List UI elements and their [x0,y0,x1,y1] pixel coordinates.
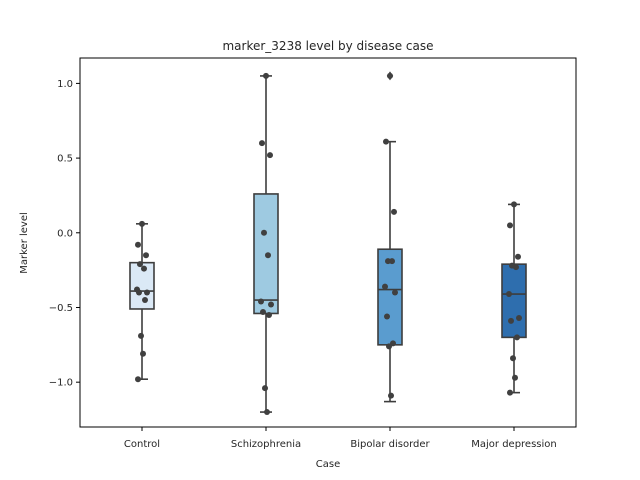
data-point [515,253,521,260]
data-point [137,261,143,268]
data-point [511,201,517,208]
y-tick-label: 1.0 [57,79,73,90]
y-axis-label: Marker level [19,212,30,274]
data-point [141,265,147,272]
data-point [267,152,273,159]
data-point [266,311,272,318]
box-group [253,75,279,413]
x-tick-label: Major depression [471,439,557,450]
y-tick-label: −1.0 [49,378,73,389]
data-point [386,343,392,350]
data-point [142,297,148,304]
data-point [262,385,268,392]
data-point [389,258,395,265]
data-point [387,72,393,79]
axis-ticks: −1.0 −0.5 0.0 0.5 1.0 Control Schizophrenia Bip… [49,79,557,450]
data-point [514,334,520,341]
data-point [261,229,267,236]
plot-area-frame [79,57,577,428]
data-point [382,283,388,290]
data-point [260,308,266,315]
y-tick-label: −0.5 [49,303,73,314]
x-tick-label: Schizophrenia [231,439,301,450]
data-point [384,313,390,320]
data-point [259,140,265,147]
data-point [506,291,512,298]
x-axis-label: Case [316,459,340,470]
data-point [507,389,513,396]
box-body [377,248,403,346]
data-point [140,350,146,357]
data-point [516,314,522,321]
data-point [135,241,141,248]
chart-marks [129,71,527,416]
data-point [144,289,150,296]
data-point [138,332,144,339]
box-group [377,71,403,403]
data-point [268,301,274,308]
data-point [391,208,397,215]
x-tick-label: Bipolar disorder [350,439,430,450]
data-point [135,376,141,383]
data-point [263,72,269,79]
data-point [143,252,149,259]
data-point [258,298,264,305]
data-point [265,252,271,259]
y-tick-label: 0.0 [57,228,73,239]
box-body [501,263,527,339]
data-point [507,222,513,229]
x-tick-label: Control [124,439,160,450]
data-point [388,392,394,399]
data-point [513,264,519,271]
box-group [501,203,527,394]
data-point [136,289,142,296]
y-tick-label: 0.5 [57,154,73,165]
data-point [139,220,145,227]
data-point [512,374,518,381]
data-point [508,317,514,324]
data-point [510,355,516,362]
data-point [264,409,270,416]
chart-title: marker_3238 level by disease case [222,39,433,53]
data-point [392,289,398,296]
data-point [383,138,389,145]
